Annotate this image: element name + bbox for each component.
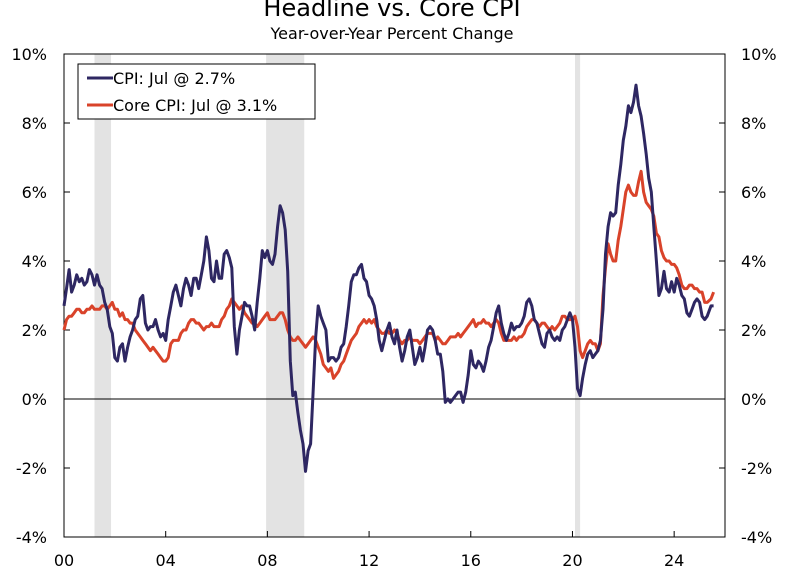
y-tick-label-right: 0% bbox=[741, 390, 766, 409]
recession-band-2 bbox=[575, 54, 581, 537]
y-tick-label-right: -2% bbox=[741, 459, 772, 478]
y-tick-label-right: -4% bbox=[741, 528, 772, 547]
y-tick-label-right: 10% bbox=[741, 45, 777, 64]
legend-box bbox=[77, 63, 316, 120]
x-tick-label: 00 bbox=[54, 551, 74, 570]
axes: -4% -4% -2% -2% 0% 0% 2% 2% 4% 4% 6% 6% 8% 8% 10% 10% 00… bbox=[11, 45, 776, 570]
y-tick-label-left: 0% bbox=[22, 390, 47, 409]
y-tick-label-right: 6% bbox=[741, 183, 766, 202]
series-line-cpi bbox=[62, 83, 714, 473]
y-tick-label-right: 4% bbox=[741, 252, 766, 271]
y-tick-label-left: 6% bbox=[22, 183, 47, 202]
chart-subtitle: Year-over-Year Percent Change bbox=[270, 24, 514, 43]
y-tick-label-left: -2% bbox=[16, 459, 47, 478]
y-tick-label-right: 2% bbox=[741, 321, 766, 340]
series-lines bbox=[62, 83, 716, 473]
recession-band-1 bbox=[266, 54, 305, 537]
chart-title: Headline vs. Core CPI bbox=[263, 0, 520, 22]
y-tick-label-left: 4% bbox=[22, 252, 47, 271]
y-tick-label-left: 2% bbox=[22, 321, 47, 340]
x-tick-label: 08 bbox=[257, 551, 277, 570]
y-tick-label-right: 8% bbox=[741, 114, 766, 133]
legend-label-cpi: CPI: Jul @ 2.7% bbox=[113, 69, 235, 88]
y-tick-label-left: 8% bbox=[22, 114, 47, 133]
x-tick-label: 12 bbox=[359, 551, 379, 570]
legend-label-core-cpi: Core CPI: Jul @ 3.1% bbox=[113, 96, 277, 115]
x-tick-label: 04 bbox=[156, 551, 176, 570]
y-tick-label-left: 10% bbox=[11, 45, 47, 64]
x-tick-label: 16 bbox=[461, 551, 481, 570]
x-tick-label: 20 bbox=[562, 551, 582, 570]
legend: CPI: Jul @ 2.7% Core CPI: Jul @ 3.1% bbox=[77, 63, 316, 120]
x-tick-label: 24 bbox=[664, 551, 684, 570]
recession-shading bbox=[94, 54, 581, 537]
y-tick-label-left: -4% bbox=[16, 528, 47, 547]
